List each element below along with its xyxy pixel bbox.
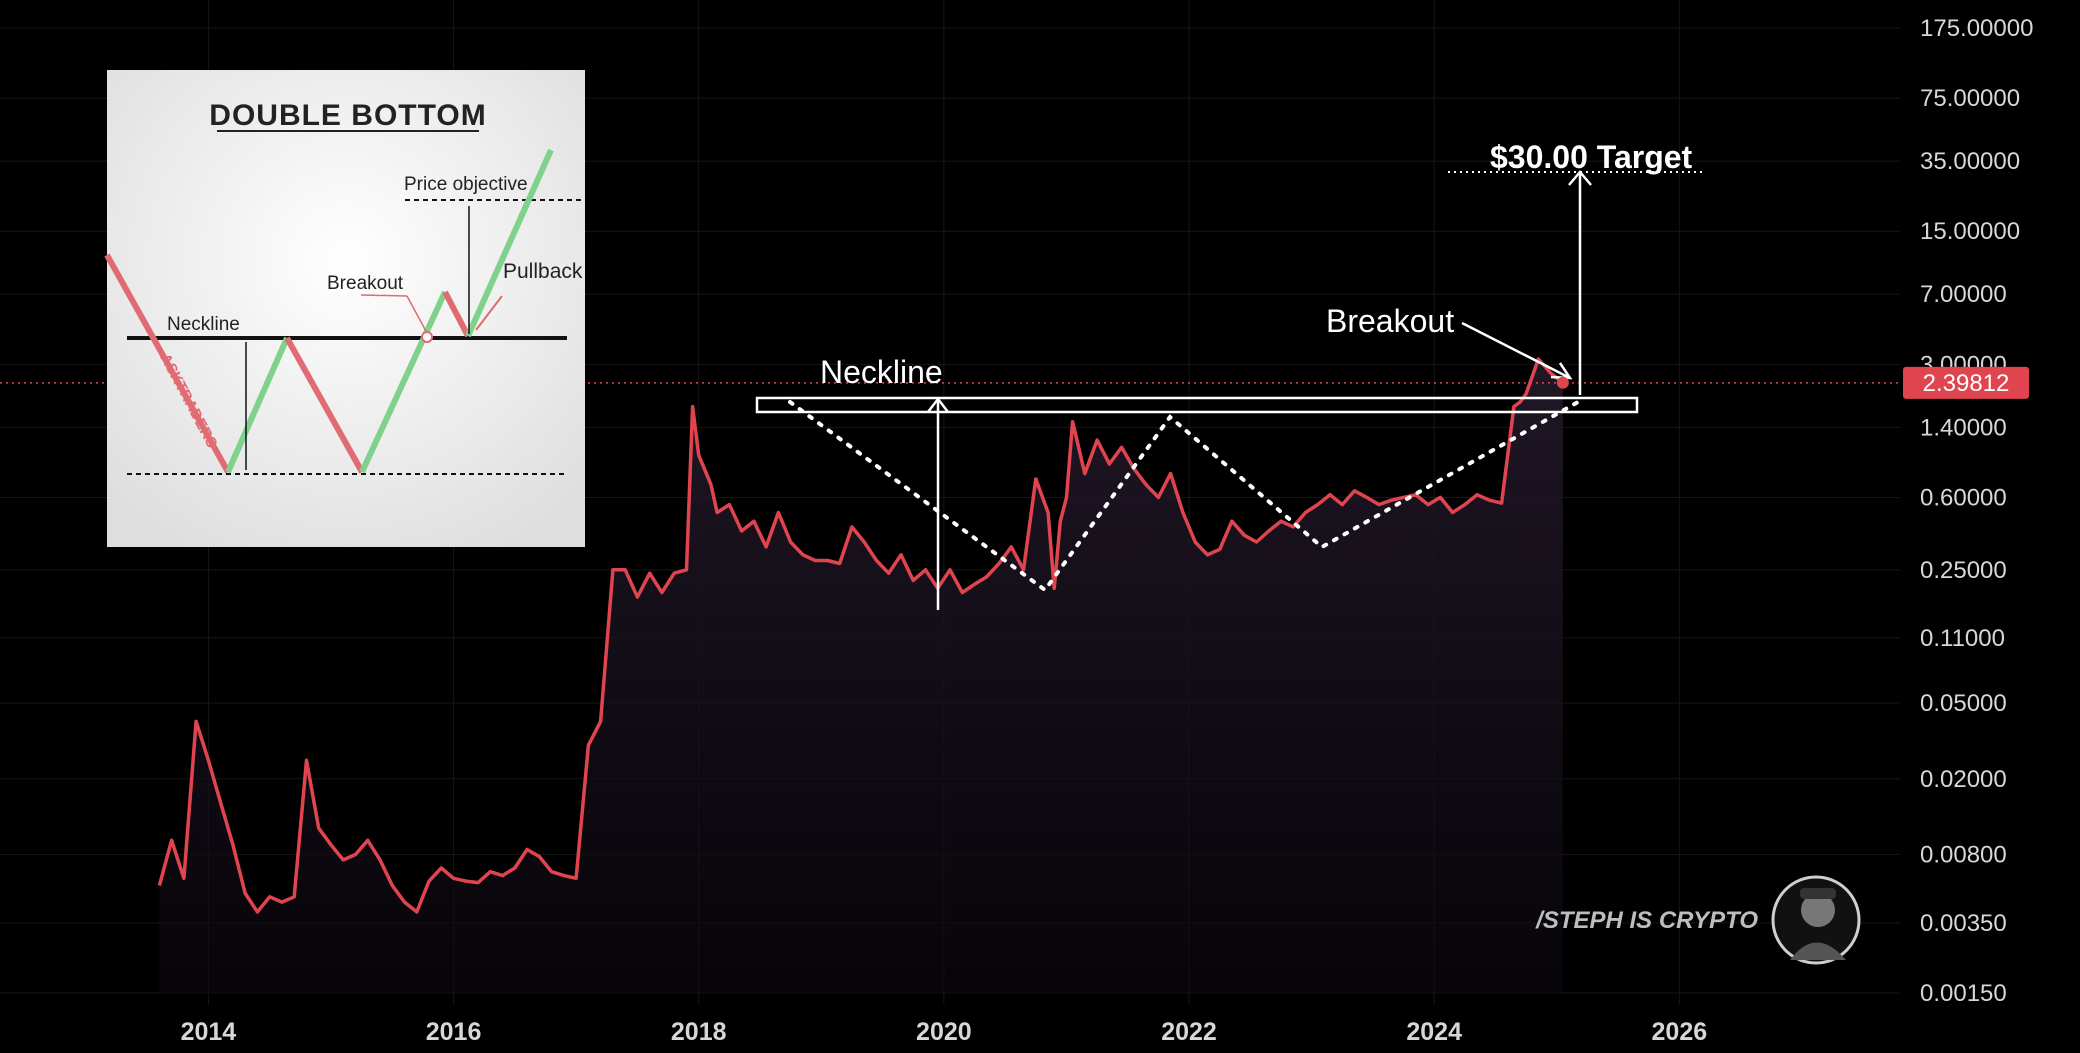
x-tick-label: 2026: [1652, 1018, 1708, 1046]
inset-breakout-marker: [421, 331, 433, 343]
inset-red-legs: [104, 253, 231, 474]
y-tick-label: 0.00150: [1920, 980, 2007, 1007]
breakout-arrow-head: [1550, 362, 1573, 380]
inset-pullback-label: Pullback: [503, 260, 583, 283]
x-tick-label: 2018: [671, 1018, 727, 1046]
y-tick-label: 35.00000: [1920, 148, 2020, 175]
target-label: $30.00 Target: [1490, 139, 1693, 175]
inset-breakout-pointer: [360, 294, 408, 297]
avatar: [1771, 875, 1861, 965]
double-bottom-inset: DOUBLE BOTTOM Price objective Breakout P…: [104, 70, 585, 547]
y-tick-label: 75.00000: [1920, 85, 2020, 112]
neckline-arrow-head: [927, 396, 949, 413]
y-tick-label: 0.60000: [1920, 484, 2007, 511]
inset-neckline-label: Neckline: [167, 314, 240, 335]
y-tick-label: 0.11000: [1920, 625, 2005, 652]
inset-red-pullback: [442, 290, 471, 338]
inset-breakout-label: Breakout: [327, 273, 404, 294]
pattern-overlay: Neckline Breakout $30.00 Target: [755, 139, 1705, 610]
x-axis: 2014 2016 2018 2020 2022 2024 2026: [181, 1018, 1708, 1046]
last-price-dot: [1556, 376, 1569, 389]
price-area-fill: [159, 359, 1563, 993]
breakout-arrow-line: [1461, 321, 1569, 379]
x-tick-label: 2022: [1161, 1018, 1217, 1046]
neckline-box: [755, 396, 1639, 414]
inset-title: DOUBLE BOTTOM: [209, 99, 486, 132]
y-tick-label: 1.40000: [1920, 414, 2007, 441]
y-axis: 175.00000 75.00000 35.00000 15.00000 7.00000…: [1920, 15, 2033, 1007]
breakout-label: Breakout: [1326, 303, 1454, 339]
y-tick-label: 175.00000: [1920, 15, 2033, 42]
x-tick-label: 2016: [426, 1018, 482, 1046]
y-tick-label: 15.00000: [1920, 218, 2020, 245]
inset-price-objective-label: Price objective: [404, 174, 528, 195]
inset-green-leg-2: [359, 290, 448, 474]
neckline-label: Neckline: [820, 354, 943, 390]
current-price-value: 2.39812: [1923, 370, 2010, 397]
y-tick-label: 0.00800: [1920, 842, 2007, 869]
inset-green-leg-1: [225, 336, 290, 474]
inset-green-leg-3: [465, 148, 554, 338]
price-line: [157, 357, 1564, 914]
y-tick-label: 0.05000: [1920, 690, 2007, 717]
brand-handle: /STEPH IS CRYPTO: [1535, 907, 1758, 934]
inset-breakout-pointer-2: [406, 295, 428, 334]
y-tick-label: 7.00000: [1920, 281, 2007, 308]
x-tick-label: 2020: [916, 1018, 972, 1046]
x-tick-label: 2014: [181, 1018, 237, 1046]
y-tick-label: 0.25000: [1920, 557, 2007, 584]
x-tick-label: 2024: [1406, 1018, 1462, 1046]
inset-red-leg-2: [284, 336, 365, 474]
y-tick-label: 0.02000: [1920, 766, 2007, 793]
y-tick-label: 0.00350: [1920, 910, 2007, 937]
double-bottom-dotted-path: [788, 400, 1580, 593]
current-price-badge: 2.39812: [1903, 366, 2029, 399]
inset-pullback-pointer: [475, 295, 503, 331]
